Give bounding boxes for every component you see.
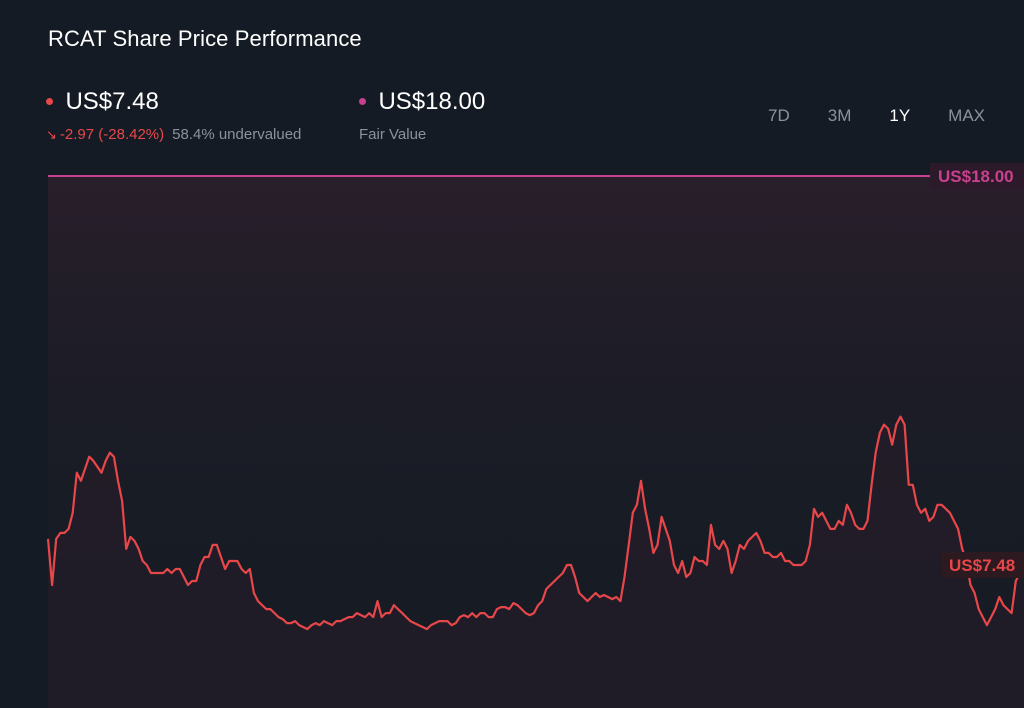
- undervalued-note: 58.4% undervalued: [172, 126, 302, 143]
- range-max[interactable]: MAX: [948, 106, 985, 125]
- page-title: RCAT Share Price Performance: [48, 26, 362, 51]
- fair-value-tag: US$18.00: [938, 167, 1014, 186]
- fair-value-price: US$18.00: [378, 88, 486, 115]
- fair-value-label: Fair Value: [359, 126, 427, 143]
- current-price: US$7.48: [65, 88, 159, 115]
- price-dot-icon: [46, 98, 53, 106]
- last-price-tag-bg: [942, 551, 1024, 578]
- range-1y[interactable]: 1Y: [889, 106, 911, 125]
- range-3m[interactable]: 3M: [827, 106, 852, 125]
- current-price-block: US$7.48 ↘ -2.97 (-28.42%) 58.4% undervalue…: [46, 88, 301, 143]
- price-area: [48, 416, 1024, 708]
- fair-value-block: US$18.00 Fair Value: [359, 88, 485, 143]
- last-price-tag: US$7.48: [949, 556, 1015, 575]
- price-change-row: ↘ -2.97 (-28.42%) 58.4% undervalued: [46, 126, 301, 143]
- time-range-selector: 7D 3M 1Y MAX: [749, 106, 1004, 126]
- price-line: [46, 415, 1024, 631]
- fair-value-tag-bg: [930, 163, 1024, 189]
- range-7d[interactable]: 7D: [768, 106, 790, 125]
- fair-value-dot-icon: [359, 98, 366, 106]
- trend-down-icon: ↘: [46, 127, 57, 142]
- price-change: -2.97 (-28.42%): [59, 126, 165, 143]
